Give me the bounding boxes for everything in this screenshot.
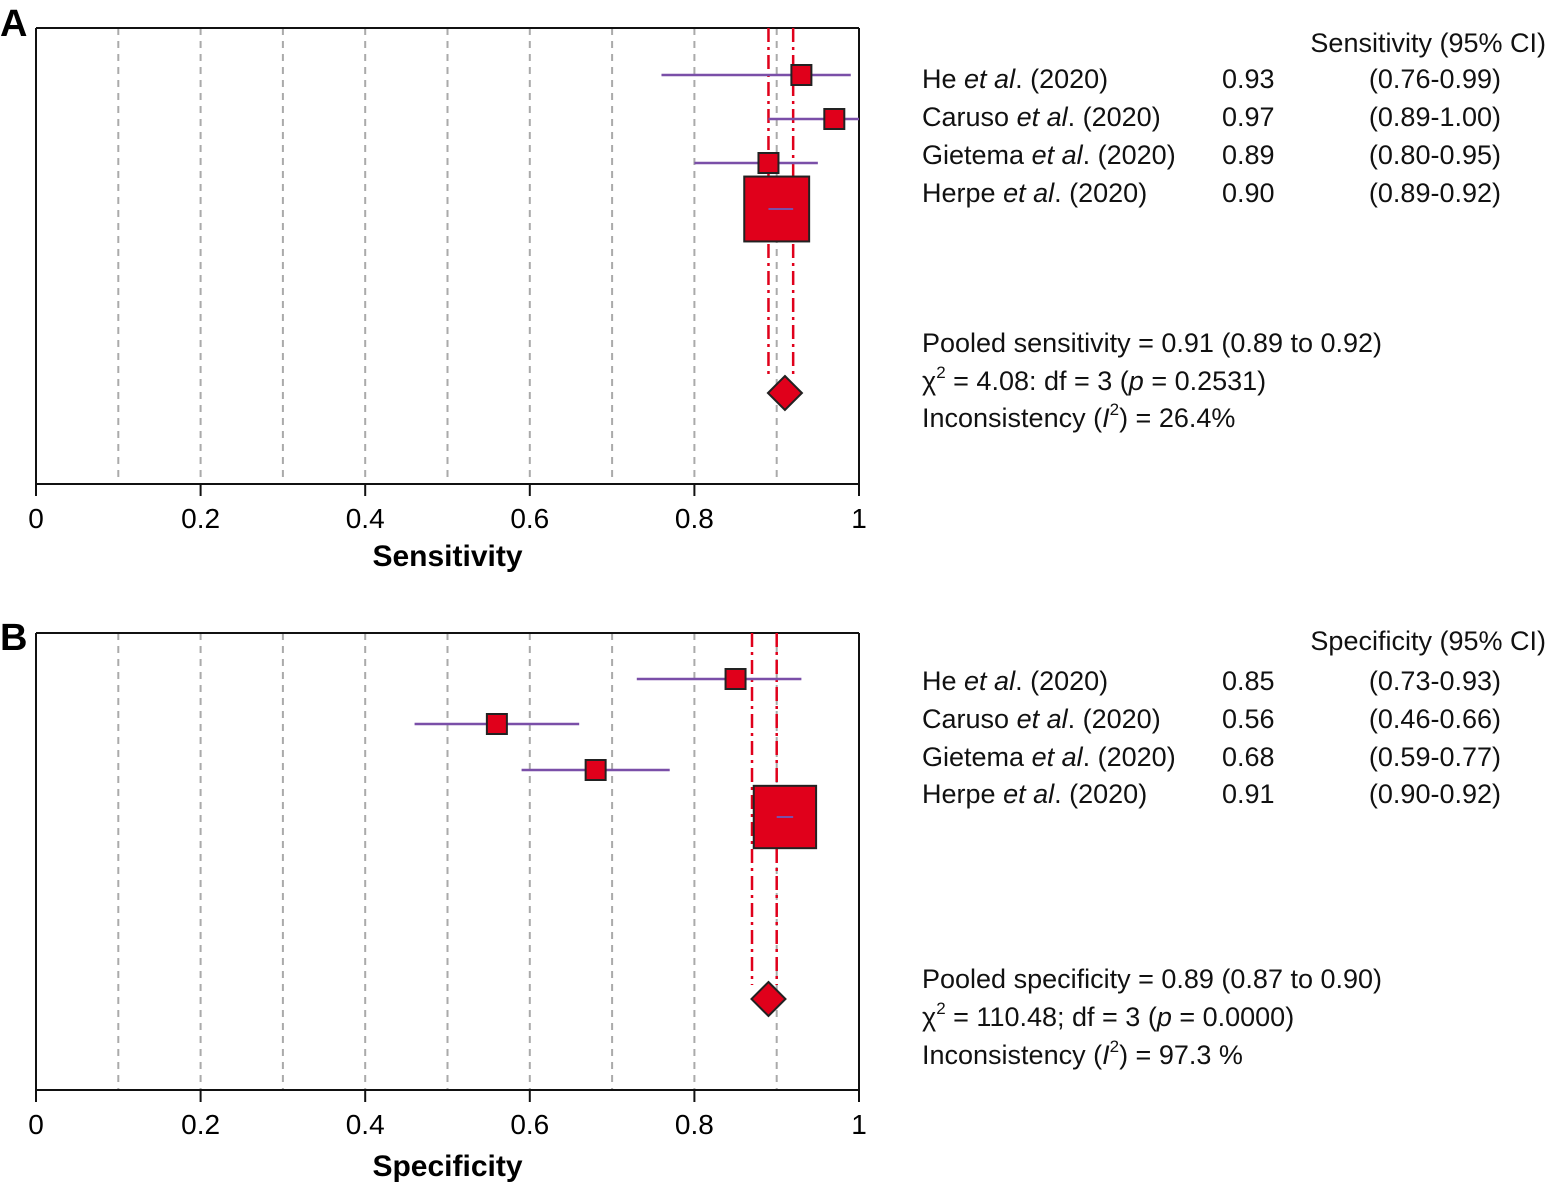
study-estimate: 0.97	[1222, 102, 1275, 132]
x-tick-label: 0.2	[181, 503, 220, 534]
x-tick-label: 0	[28, 503, 44, 534]
x-tick-label: 0.4	[346, 503, 385, 534]
x-tick-label: 0	[28, 1109, 44, 1140]
study-marker	[790, 64, 813, 86]
x-tick-label: 0.8	[675, 503, 714, 534]
forest-panel-b: B 0 0.2 0.4 0.6 0.8 1 Specificity Specificity (9…	[0, 617, 1546, 1183]
panel-letter: A	[0, 3, 27, 45]
pooled-diamond	[766, 374, 804, 412]
x-tick-label: 0.2	[181, 1109, 220, 1140]
study-estimate: 0.85	[1222, 666, 1275, 696]
study-author: Caruso	[922, 704, 1009, 734]
forest-panel-a: A 0 0.2 0.4 0.6 0.8 1 Sensitivity Sensitivity (9…	[0, 3, 1546, 573]
study-year: (2020)	[1098, 742, 1176, 772]
x-tick-label: 0.6	[510, 1109, 549, 1140]
study-author: Gietema	[922, 742, 1025, 772]
study-marker	[584, 759, 607, 781]
table-header: Specificity (95% CI)	[1310, 626, 1546, 656]
study-ci: (0.73-0.93)	[1369, 666, 1501, 696]
study-estimate: 0.56	[1222, 704, 1275, 734]
et-al: et al	[1017, 102, 1069, 132]
study-ci: (0.89-0.92)	[1369, 178, 1501, 208]
study-author: Caruso	[922, 102, 1009, 132]
study-year: (2020)	[1069, 178, 1147, 208]
study-label: Gietema et al. (2020)	[922, 140, 1176, 170]
x-axis-label: Sensitivity	[372, 540, 522, 573]
study-year: (2020)	[1069, 779, 1147, 809]
et-al: et al	[1032, 742, 1084, 772]
study-year: (2020)	[1098, 140, 1176, 170]
study-author: He	[922, 64, 957, 94]
study-label: Caruso et al. (2020)	[922, 102, 1161, 132]
study-author: Herpe	[922, 779, 996, 809]
study-author: He	[922, 666, 957, 696]
chi-square-text: χ2 = 4.08: df = 3 (p = 0.2531)	[922, 363, 1266, 396]
x-tick-label: 0.8	[675, 1109, 714, 1140]
study-year: (2020)	[1083, 704, 1161, 734]
chi-square-text: χ2 = 110.48; df = 3 (p = 0.0000)	[922, 999, 1294, 1032]
study-label: He et al. (2020)	[922, 64, 1108, 94]
study-ci: (0.76-0.99)	[1369, 64, 1501, 94]
study-ci: (0.89-1.00)	[1369, 102, 1501, 132]
study-ci: (0.80-0.95)	[1369, 140, 1501, 170]
study-marker	[757, 152, 780, 174]
pooled-estimate-text: Pooled sensitivity = 0.91 (0.89 to 0.92)	[922, 328, 1382, 358]
x-tick-label: 1	[851, 1109, 867, 1140]
study-estimate: 0.68	[1222, 742, 1275, 772]
study-label: Herpe et al. (2020)	[922, 779, 1147, 809]
study-year: (2020)	[1030, 64, 1108, 94]
study-label: He et al. (2020)	[922, 666, 1108, 696]
study-estimate: 0.91	[1222, 779, 1275, 809]
inconsistency-text: Inconsistency (I2) = 26.4%	[922, 400, 1235, 433]
inconsistency-text: Inconsistency (I2) = 97.3 %	[922, 1037, 1243, 1070]
x-tick-label: 1	[851, 503, 867, 534]
study-label: Herpe et al. (2020)	[922, 178, 1147, 208]
study-label: Caruso et al. (2020)	[922, 704, 1161, 734]
study-year: (2020)	[1030, 666, 1108, 696]
study-marker	[485, 713, 508, 735]
study-estimate: 0.93	[1222, 64, 1275, 94]
study-ci: (0.59-0.77)	[1369, 742, 1501, 772]
pooled-diamond	[750, 980, 787, 1018]
study-marker	[823, 108, 846, 130]
et-al: et al	[1032, 140, 1084, 170]
study-ci: (0.46-0.66)	[1369, 704, 1501, 734]
et-al: et al	[1003, 779, 1055, 809]
x-tick-label: 0.4	[346, 1109, 385, 1140]
study-estimate: 0.89	[1222, 140, 1275, 170]
study-author: Gietema	[922, 140, 1025, 170]
et-al: et al	[1017, 704, 1069, 734]
study-marker	[724, 668, 747, 690]
panel-letter: B	[0, 617, 27, 659]
study-estimate: 0.90	[1222, 178, 1275, 208]
x-tick-label: 0.6	[510, 503, 549, 534]
x-axis-label: Specificity	[372, 1150, 522, 1183]
study-ci: (0.90-0.92)	[1369, 779, 1501, 809]
table-header: Sensitivity (95% CI)	[1310, 28, 1546, 58]
pooled-estimate-text: Pooled specificity = 0.89 (0.87 to 0.90)	[922, 964, 1382, 994]
study-year: (2020)	[1083, 102, 1161, 132]
et-al: et al	[1003, 178, 1055, 208]
et-al: et al	[964, 64, 1016, 94]
study-author: Herpe	[922, 178, 996, 208]
study-label: Gietema et al. (2020)	[922, 742, 1176, 772]
et-al: et al	[964, 666, 1016, 696]
